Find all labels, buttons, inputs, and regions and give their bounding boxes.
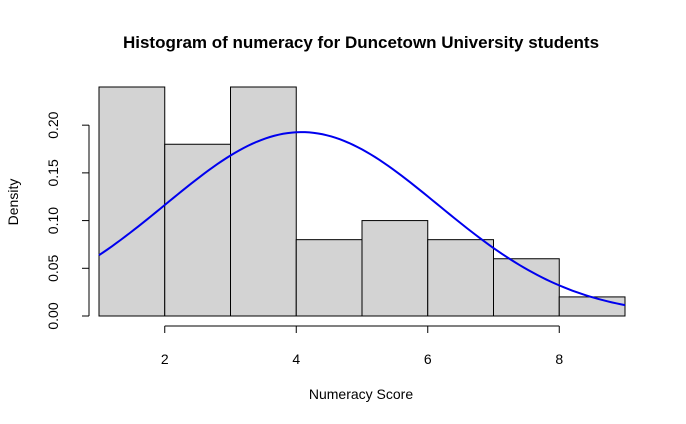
y-tick-label: 0.05 [45, 254, 61, 281]
x-tick-label: 2 [161, 351, 169, 367]
histogram-bar-4 [295, 239, 363, 317]
x-axis: 2 4 6 8 [161, 325, 563, 367]
x-tick-label: 8 [555, 351, 563, 367]
histogram-bar-7 [493, 258, 560, 317]
chart-title: Histogram of numeracy for Duncetown Univ… [123, 33, 599, 52]
x-tick-label: 6 [424, 351, 432, 367]
histogram-bar-1 [98, 86, 166, 317]
histogram-bar-5 [361, 220, 429, 317]
density-curve [98, 131, 626, 307]
y-tick-label: 0.00 [45, 302, 61, 329]
histogram-bar-3 [230, 86, 297, 317]
y-tick-label: 0.10 [45, 207, 61, 234]
histogram-bar-6 [427, 239, 494, 317]
x-axis-label: Numeracy Score [309, 386, 413, 402]
x-tick-label: 4 [292, 351, 300, 367]
histogram-bars [98, 86, 626, 317]
y-tick-label: 0.15 [45, 159, 61, 186]
y-tick-label: 0.20 [45, 111, 61, 138]
y-axis-label: Density [5, 179, 21, 226]
histogram-bar-2 [164, 143, 231, 317]
y-axis: 0.00 0.05 0.10 0.15 0.20 [45, 111, 90, 330]
histogram-bar-8 [558, 296, 626, 317]
